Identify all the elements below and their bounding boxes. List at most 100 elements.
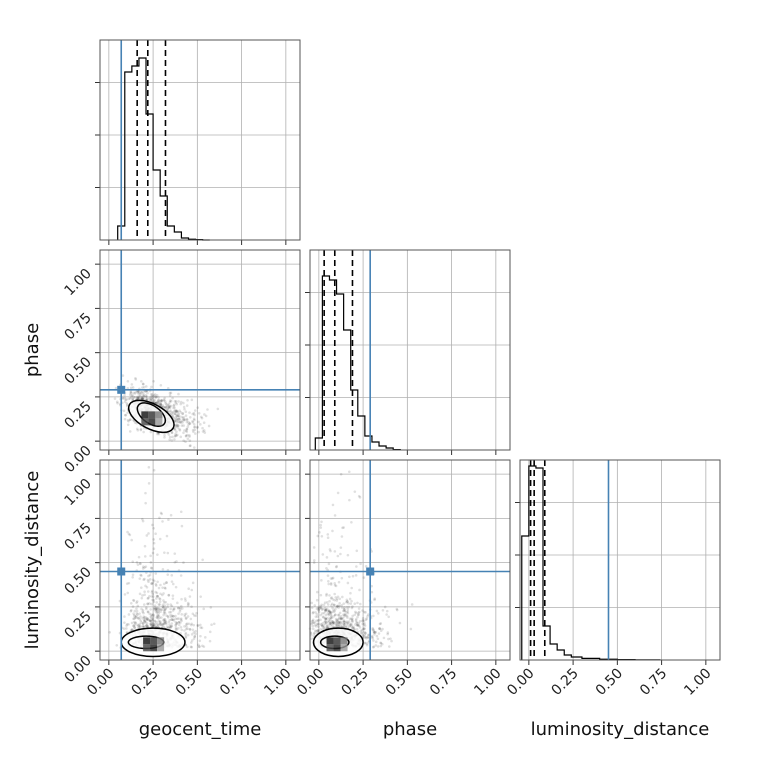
x-tick-label: 1.00 xyxy=(261,666,294,699)
sample-point xyxy=(337,621,341,624)
sample-point xyxy=(183,625,186,628)
sample-point xyxy=(320,624,324,628)
sample-point xyxy=(352,626,356,630)
sample-point xyxy=(328,611,332,615)
sample-point xyxy=(181,412,185,415)
sample-point xyxy=(152,526,155,530)
sample-point xyxy=(193,413,196,417)
sample-point xyxy=(160,593,164,597)
sample-point xyxy=(332,608,335,612)
sample-point xyxy=(338,622,342,625)
sample-point xyxy=(378,627,381,631)
sample-point xyxy=(131,397,135,401)
sample-point xyxy=(330,620,334,623)
sample-point xyxy=(364,618,368,622)
sample-point xyxy=(357,607,361,610)
sample-point xyxy=(190,633,194,636)
sample-point xyxy=(155,597,158,600)
sample-point xyxy=(316,619,320,622)
sample-point xyxy=(133,620,136,624)
sample-point xyxy=(141,622,145,625)
sample-point xyxy=(185,616,188,620)
sample-point xyxy=(141,625,144,629)
sample-point xyxy=(122,627,126,630)
sample-point xyxy=(162,405,166,409)
sample-point xyxy=(139,562,142,566)
sample-point xyxy=(139,619,143,623)
sample-point xyxy=(146,590,150,593)
sample-point xyxy=(146,391,149,395)
sample-point xyxy=(374,644,378,647)
sample-point xyxy=(357,494,361,498)
sample-point xyxy=(334,613,337,616)
sample-point xyxy=(178,420,181,424)
sample-point xyxy=(191,412,195,416)
sample-point xyxy=(152,395,155,398)
ylabel-phase: phase xyxy=(22,323,43,377)
sample-point xyxy=(152,547,156,551)
sample-point xyxy=(159,399,163,403)
sample-point xyxy=(166,407,170,411)
sample-point xyxy=(137,626,140,629)
sample-point xyxy=(186,633,190,637)
sample-point xyxy=(164,600,168,604)
sample-point xyxy=(152,623,156,627)
sample-point xyxy=(197,430,200,434)
sample-point xyxy=(168,623,171,626)
sample-point xyxy=(175,409,179,413)
sample-point xyxy=(340,606,344,609)
sample-point xyxy=(164,405,168,409)
sample-point xyxy=(331,621,335,625)
sample-point xyxy=(177,416,181,419)
sample-point xyxy=(180,424,184,427)
sample-point xyxy=(185,625,188,628)
sample-point xyxy=(162,606,165,609)
sample-point xyxy=(325,624,329,628)
sample-point xyxy=(150,613,154,617)
sample-point xyxy=(326,609,329,613)
sample-point xyxy=(143,566,146,569)
sample-point xyxy=(314,629,317,633)
sample-point xyxy=(209,606,213,609)
sample-point xyxy=(349,602,353,605)
sample-point xyxy=(151,595,155,598)
sample-point xyxy=(156,606,159,610)
sample-point xyxy=(158,537,162,541)
sample-point xyxy=(174,623,177,627)
sample-point xyxy=(136,604,140,608)
sample-point xyxy=(337,624,341,628)
sample-point xyxy=(176,421,179,424)
sample-point xyxy=(143,590,146,594)
sample-point xyxy=(156,625,159,628)
sample-point xyxy=(185,622,189,626)
sample-point xyxy=(343,607,346,611)
sample-point xyxy=(149,608,152,611)
density-cell xyxy=(157,644,165,652)
sample-point xyxy=(174,626,178,629)
sample-point xyxy=(345,620,349,623)
sample-point xyxy=(186,601,190,605)
sample-point xyxy=(371,636,375,640)
sample-point xyxy=(159,620,162,623)
sample-point xyxy=(180,597,183,601)
sample-point xyxy=(177,606,180,610)
sample-point xyxy=(167,405,171,409)
density-cell xyxy=(326,637,334,645)
sample-point xyxy=(132,624,135,627)
sample-point xyxy=(163,621,167,625)
sample-point xyxy=(178,418,182,421)
sample-point xyxy=(322,611,326,615)
sample-point xyxy=(154,532,157,536)
sample-point xyxy=(324,618,328,621)
sample-point xyxy=(142,611,145,615)
sample-point xyxy=(133,617,136,620)
y-tick-label: 0.75 xyxy=(61,520,94,553)
sample-point xyxy=(348,624,352,627)
sample-point xyxy=(351,605,354,608)
sample-point xyxy=(142,430,145,434)
sample-point xyxy=(196,624,199,627)
sample-point xyxy=(365,643,369,647)
sample-point xyxy=(143,619,147,623)
sample-point xyxy=(341,616,345,620)
sample-point xyxy=(157,395,160,399)
